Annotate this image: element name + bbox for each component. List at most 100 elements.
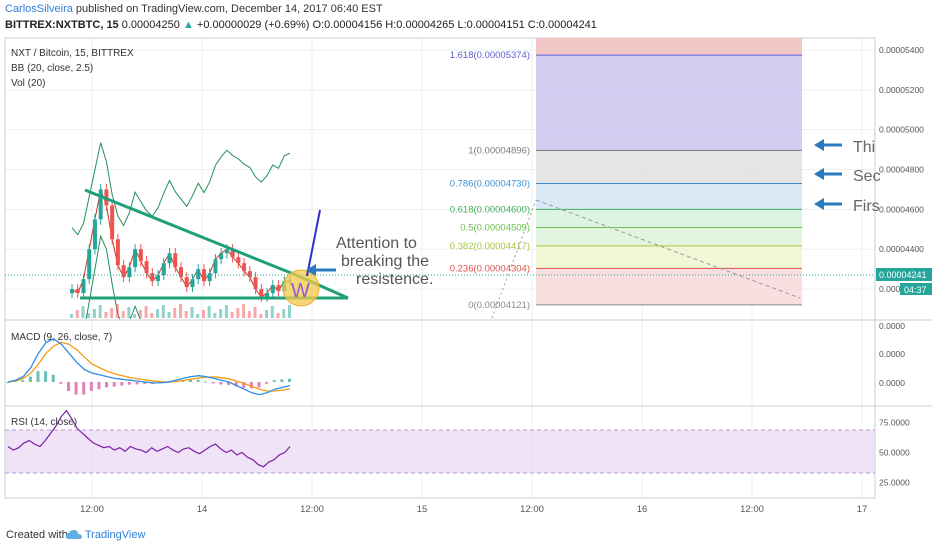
price-tick-label: 0.00005000 bbox=[879, 125, 924, 135]
target-second: Sec bbox=[853, 168, 881, 185]
time-tick-label: 14 bbox=[197, 504, 208, 515]
time-axis[interactable]: 12:00 14 12:00 15 12:00 16 12:00 17 bbox=[80, 504, 867, 515]
candle-body bbox=[219, 253, 224, 260]
macd-tick-label: 0.0000 bbox=[879, 378, 905, 388]
fib-zone bbox=[536, 38, 802, 56]
candle-body bbox=[242, 263, 247, 272]
annotation-line-1: Attention to bbox=[336, 235, 417, 252]
candle-body bbox=[173, 253, 178, 268]
price-chart[interactable]: 1.618(0.00005374) 1(0.00004896) 0.786(0.00… bbox=[0, 0, 932, 518]
price-change: +0.00000029 (+0.69%) bbox=[196, 19, 310, 31]
fib-level-label: 0.618(0.00004600) bbox=[450, 204, 530, 215]
macd-histogram-bar bbox=[21, 380, 25, 382]
volume-bar bbox=[207, 306, 211, 318]
macd-tick-label: 0.0000 bbox=[879, 321, 905, 331]
rsi-tick-label: 25.0000 bbox=[879, 477, 910, 487]
macd-line bbox=[7, 338, 291, 396]
candle-body bbox=[150, 273, 155, 282]
w-pattern-label: W bbox=[291, 280, 310, 302]
volume-bar bbox=[179, 304, 182, 318]
candle-body bbox=[196, 269, 201, 280]
annotation-line-2: breaking the bbox=[341, 253, 429, 270]
macd-histogram-bar bbox=[204, 381, 208, 383]
candle-body bbox=[276, 285, 281, 292]
fib-zone bbox=[536, 183, 802, 210]
candle-body bbox=[224, 249, 229, 254]
legend-bb: BB (20, close, 2.5) bbox=[11, 63, 93, 74]
macd-histogram-bar bbox=[188, 379, 192, 382]
arrow-icon bbox=[814, 168, 842, 180]
resistance-line[interactable] bbox=[84, 188, 297, 277]
fib-zone bbox=[536, 209, 802, 228]
volume-bar bbox=[110, 308, 114, 318]
legend-title: NXT / Bitcoin, 15, BITTREX bbox=[11, 48, 134, 59]
fib-level-label: 0.236(0.00004304) bbox=[450, 263, 530, 274]
time-tick-label: 12:00 bbox=[300, 504, 324, 515]
target-arrows bbox=[814, 139, 842, 210]
time-badge-text: 04:37 bbox=[904, 285, 927, 295]
time-tick-label: 15 bbox=[417, 504, 428, 515]
volume-bar bbox=[121, 311, 125, 318]
fibonacci-extension[interactable]: 1.618(0.00005374) 1(0.00004896) 0.786(0.00… bbox=[450, 38, 802, 311]
candle-body bbox=[92, 219, 97, 250]
volume-bar bbox=[196, 314, 200, 318]
volume-bar bbox=[259, 314, 263, 318]
macd-histogram-bar bbox=[74, 382, 78, 395]
rsi-axis: 75.0000 50.0000 25.0000 bbox=[879, 418, 910, 488]
volume-bar bbox=[70, 314, 73, 318]
volume-bar bbox=[161, 305, 165, 318]
candle-body bbox=[110, 205, 115, 240]
macd-histogram-bar bbox=[143, 382, 147, 385]
fib-zone bbox=[536, 245, 802, 269]
macd-histogram-bar bbox=[28, 376, 32, 382]
candle-body bbox=[190, 279, 195, 288]
macd-histogram-bar bbox=[66, 382, 70, 391]
candle-body bbox=[207, 273, 212, 282]
candle-body bbox=[236, 257, 241, 264]
rsi-label: RSI (14, close) bbox=[11, 417, 77, 428]
macd-histogram-bar bbox=[196, 379, 200, 382]
macd-histogram-bar bbox=[82, 382, 86, 395]
macd-histogram-bar bbox=[265, 382, 269, 384]
publish-line: CarlosSilveira published on TradingView.… bbox=[5, 3, 383, 15]
time-tick-label: 12:00 bbox=[520, 504, 544, 515]
created-with-text: Created with bbox=[6, 529, 68, 541]
candle-body bbox=[75, 289, 80, 294]
volume-bar bbox=[213, 313, 217, 318]
tradingview-logo[interactable]: TradingView bbox=[66, 529, 145, 541]
macd-histogram-bar bbox=[272, 380, 276, 382]
rsi-tick-label: 50.0000 bbox=[879, 448, 910, 458]
macd-histogram-bar bbox=[249, 382, 253, 389]
price-axis[interactable]: 0.00005400 0.00005200 0.00005000 0.00004800… bbox=[879, 45, 924, 294]
up-triangle-icon: ▲ bbox=[182, 19, 194, 31]
volume-bar bbox=[247, 311, 251, 318]
candle-body bbox=[247, 271, 252, 278]
volume-bar bbox=[144, 306, 148, 318]
volume-bar bbox=[219, 309, 223, 318]
time-badge bbox=[900, 283, 932, 295]
breakout-line bbox=[306, 209, 321, 277]
fib-level-label: 0.382(0.00004417) bbox=[450, 241, 530, 252]
macd-label: MACD (9, 26, close, 7) bbox=[11, 332, 112, 343]
volume-bar bbox=[173, 308, 177, 318]
volume-bar bbox=[288, 305, 291, 318]
target-first: Firs bbox=[853, 198, 880, 215]
volume-bar bbox=[190, 307, 194, 318]
author-link[interactable]: CarlosSilveira bbox=[5, 3, 73, 15]
fib-zone bbox=[536, 150, 802, 184]
candle-body bbox=[179, 267, 183, 278]
volume-bar bbox=[127, 307, 131, 318]
volume-bar bbox=[138, 310, 142, 318]
candle-body bbox=[127, 267, 132, 278]
footer: Created with TradingView bbox=[0, 518, 932, 550]
macd-histogram-bar bbox=[242, 382, 246, 388]
candle-body bbox=[70, 289, 74, 294]
macd-histogram-bar bbox=[211, 382, 215, 384]
macd-histogram-bar bbox=[51, 374, 55, 382]
price-badge bbox=[876, 268, 932, 281]
candle-body bbox=[253, 277, 258, 290]
macd-histogram-bar bbox=[227, 382, 231, 386]
rsi-tick-label: 75.0000 bbox=[879, 418, 910, 428]
arrow-icon bbox=[814, 139, 842, 151]
macd-histogram-bar bbox=[89, 382, 93, 391]
